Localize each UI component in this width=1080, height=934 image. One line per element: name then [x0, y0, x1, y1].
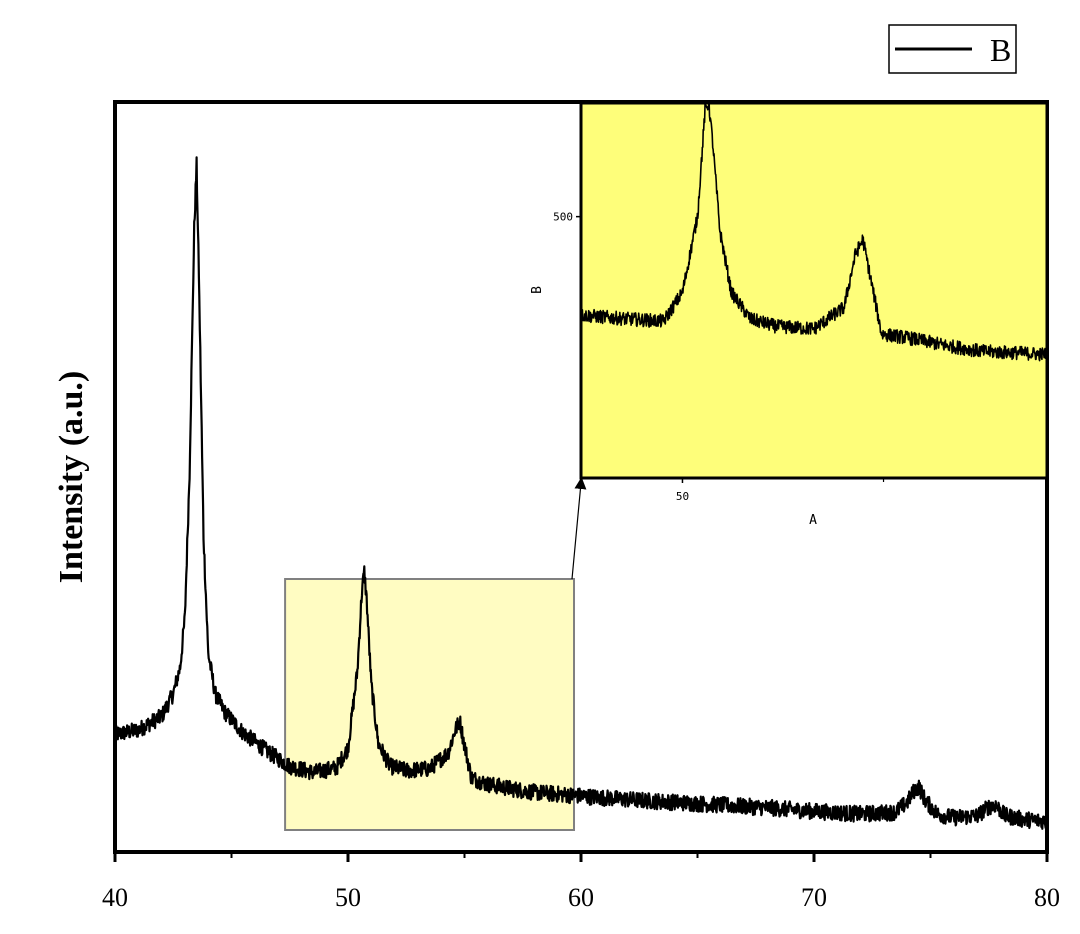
inset-y-axis-label: B	[530, 286, 545, 294]
main-series-line	[115, 156, 1047, 830]
legend-entry-label: B	[990, 32, 1011, 68]
main-x-tick-label: 50	[335, 883, 361, 912]
main-y-axis-label: Intensity (a.u.)	[53, 371, 90, 584]
main-x-tick-label: 80	[1034, 883, 1060, 912]
inset-plot-frame	[579, 101, 1049, 480]
inset-plot-background	[581, 103, 1047, 478]
main-x-tick-label: 60	[568, 883, 594, 912]
inset-series-line	[581, 103, 1047, 362]
main-x-tick-label: 40	[102, 883, 128, 912]
main-x-tick-label: 70	[801, 883, 827, 912]
inset-x-axis: 50	[676, 478, 885, 503]
inset-y-tick-label: 500	[553, 211, 573, 224]
inset-plot-area: 50 500 A B	[530, 101, 1049, 528]
inset-x-tick-label: 50	[676, 490, 689, 503]
main-x-axis: 40 50 60 70 80	[102, 852, 1060, 912]
inset-y-axis: 500	[553, 211, 581, 224]
zoom-arrow	[571, 477, 587, 580]
inset-x-axis-label: A	[809, 513, 817, 528]
legend: B	[888, 24, 1017, 74]
